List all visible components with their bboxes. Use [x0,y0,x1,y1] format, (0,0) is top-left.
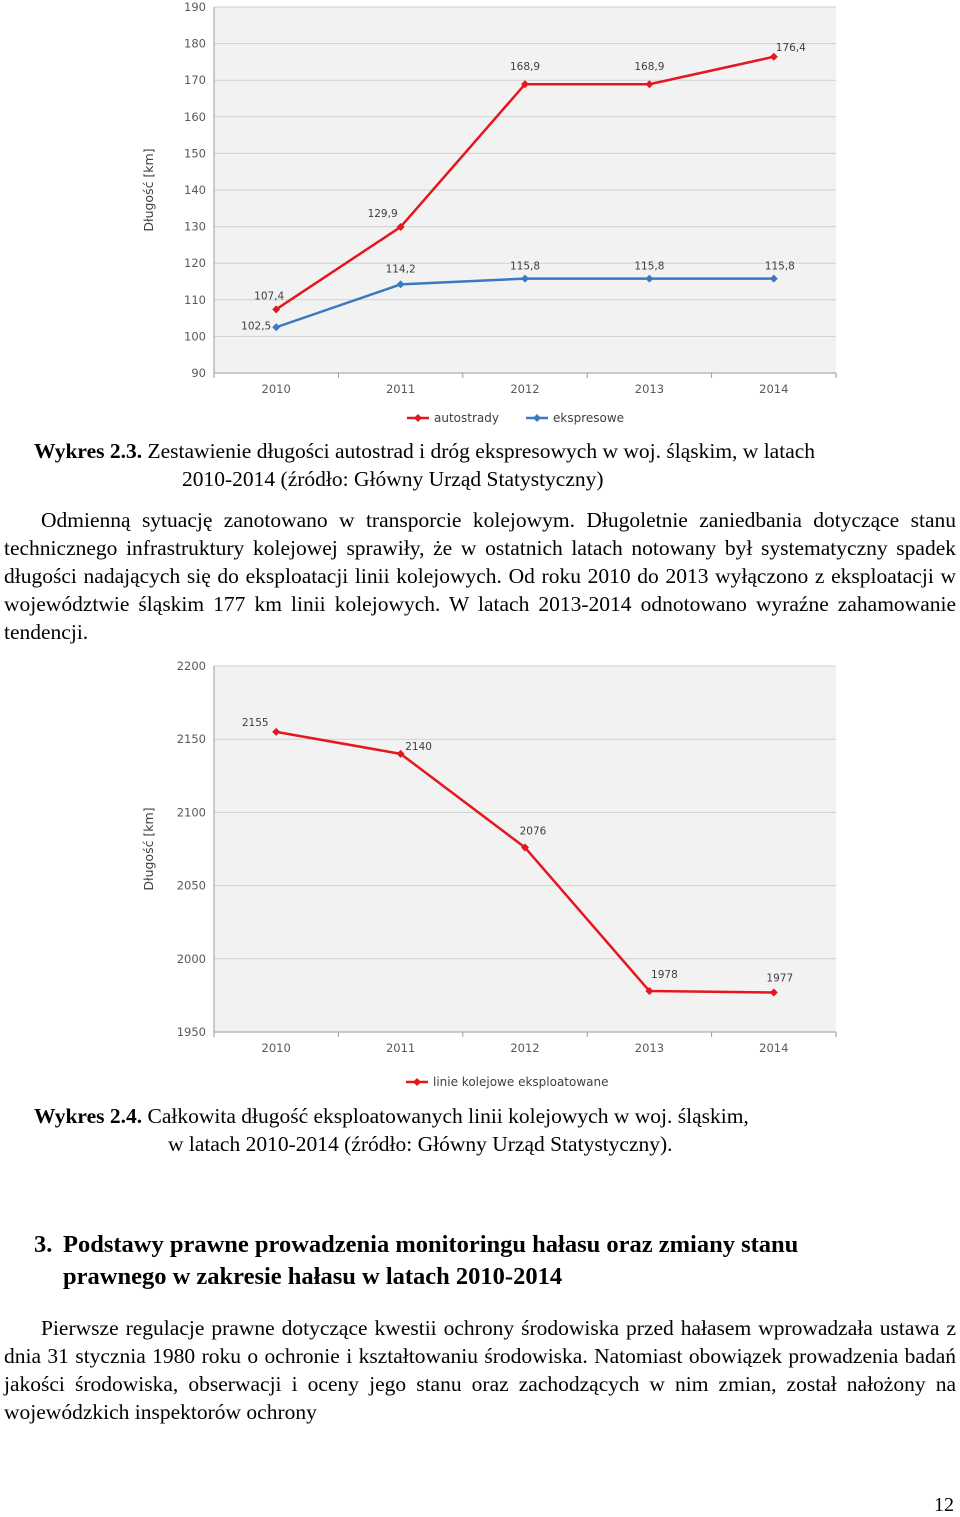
data-label: 115,8 [634,261,664,273]
data-label: 114,2 [386,263,416,275]
caption-1-line1: Zestawienie długości autostrad i dróg ek… [147,439,816,463]
data-point [521,843,529,852]
x-tick-label: 2011 [386,382,415,396]
data-label: 2155 [242,717,269,729]
data-label: 1977 [766,972,793,984]
data-label: 115,8 [765,261,795,273]
chart-railway-lines: 1950 2000 2050 2100 2150 2200 2010 2011 2012 2013… [0,656,960,1096]
data-point [769,988,778,997]
data-label: 176,4 [776,42,806,54]
chart-1-svg: 90 100 110 120 130 140 150 160 170 180 190 2010 2011… [141,0,837,425]
data-label: 107,4 [254,290,284,302]
x-tick-label: 2010 [262,1041,291,1055]
legend-label: ekspresowe [553,411,624,425]
data-point [272,727,281,736]
data-label: 2140 [405,741,432,753]
data-point [521,80,529,89]
y-tick-label: 140 [184,183,206,197]
data-label: 168,9 [634,61,664,73]
chart-motorways-expressways: 90 100 110 120 130 140 150 160 170 180 190 2010 2011… [0,0,960,432]
y-tick-label: 120 [184,256,206,270]
legend-marker [414,414,422,422]
data-label: 1978 [651,969,678,981]
heading-line2: prawnego w zakresie hałasu w latach 2010… [63,1263,563,1290]
data-point [521,274,529,283]
x-tick-label: 2010 [262,382,291,396]
y-tick-label: 160 [184,110,206,124]
data-point [272,305,281,314]
caption-2-line2: w latach 2010-2014 (źródło: Główny Urząd… [168,1132,673,1156]
data-label: 115,8 [510,261,540,273]
data-label: 2076 [520,826,547,838]
y-tick-label: 1950 [177,1025,206,1039]
y-tick-label: 170 [184,73,206,87]
data-point [645,274,654,283]
y-tick-label: 2050 [177,879,206,893]
paragraph-rail-transport: Odmienną sytuację zanotowano w transporc… [4,508,956,644]
x-tick-label: 2012 [510,382,539,396]
legend-marker [413,1078,421,1086]
data-point [645,987,654,996]
x-tick-label: 2013 [635,1041,664,1055]
legend-label: autostrady [434,411,499,425]
caption-2-label: Wykres 2.4. [34,1104,143,1128]
y-axis-label: Długość [km] [141,807,156,890]
caption-2-line1: Całkowita długość eksploatowanych linii … [147,1104,749,1128]
y-tick-label: 2000 [177,952,206,966]
data-point [769,274,778,283]
caption-figure-2-3: Wykres 2.3. Zestawienie długości autostr… [34,437,956,493]
y-tick-label: 90 [191,366,206,380]
data-point [396,280,405,289]
y-tick-label: 190 [184,0,206,14]
x-tick-label: 2013 [635,382,664,396]
legend-label: linie kolejowe eksploatowane [433,1075,609,1089]
data-label: 129,9 [368,208,398,220]
section-number: 3. [34,1231,53,1258]
heading-line1: Podstawy prawne prowadzenia monitoringu … [63,1231,799,1258]
x-tick-label: 2012 [510,1041,539,1055]
y-tick-label: 130 [184,220,206,234]
data-point [396,222,405,231]
y-axis-label: Długość [km] [141,148,156,231]
chart-2-svg: 1950 2000 2050 2100 2150 2200 2010 2011 2012 2013… [141,659,837,1089]
y-tick-label: 110 [184,293,206,307]
legend-marker [533,414,541,422]
paragraph-legal-regulations: Pierwsze regulacje prawne dotyczące kwes… [4,1316,956,1424]
x-tick-label: 2014 [759,382,788,396]
y-tick-label: 2100 [177,805,206,819]
y-tick-label: 150 [184,146,206,160]
y-tick-label: 180 [184,37,206,51]
page-number: 12 [934,1494,954,1516]
data-point [645,80,654,89]
caption-figure-2-4: Wykres 2.4. Całkowita długość eksploatow… [34,1102,956,1158]
data-point [396,749,405,758]
y-tick-label: 2200 [177,659,206,673]
caption-1-line2: 2010-2014 (źródło: Główny Urząd Statysty… [182,467,604,491]
y-tick-label: 2150 [177,732,206,746]
data-label: 168,9 [510,61,540,73]
caption-1-label: Wykres 2.3. [34,439,143,463]
data-point [769,52,778,61]
data-point [272,323,281,332]
y-tick-label: 100 [184,329,206,343]
section-heading-3: 3. Podstawy prawne prowadzenia monitoring… [34,1229,956,1293]
data-label: 102,5 [241,320,271,332]
x-tick-label: 2011 [386,1041,415,1055]
x-tick-label: 2014 [759,1041,788,1055]
